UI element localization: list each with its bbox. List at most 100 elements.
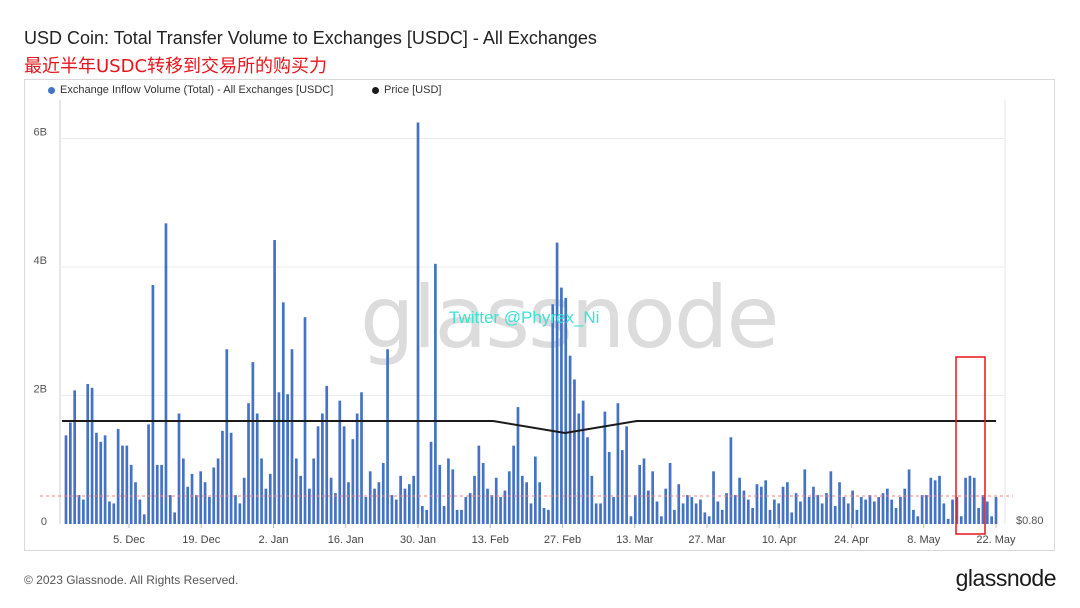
bar[interactable] (299, 475, 303, 524)
bar[interactable] (894, 507, 898, 524)
bar[interactable] (877, 497, 881, 524)
bar[interactable] (547, 509, 550, 524)
bar[interactable] (321, 413, 324, 525)
bar[interactable] (221, 430, 224, 524)
bar[interactable] (525, 482, 528, 524)
bar[interactable] (195, 495, 198, 524)
bar[interactable] (281, 302, 285, 524)
bar[interactable] (555, 242, 559, 524)
bar[interactable] (360, 392, 363, 524)
bar[interactable] (799, 501, 802, 524)
bar[interactable] (255, 413, 259, 525)
bar[interactable] (807, 497, 811, 524)
bar[interactable] (881, 493, 885, 524)
bar[interactable] (464, 497, 468, 524)
bar[interactable] (912, 509, 915, 524)
bar[interactable] (190, 473, 194, 524)
bar[interactable] (286, 394, 289, 524)
bar[interactable] (951, 499, 954, 524)
bar[interactable] (138, 499, 142, 524)
bar[interactable] (351, 439, 355, 524)
bar[interactable] (134, 482, 137, 524)
bar[interactable] (399, 475, 402, 524)
bar[interactable] (868, 495, 872, 524)
bar[interactable] (542, 507, 546, 524)
bar[interactable] (234, 495, 237, 524)
bar[interactable] (790, 512, 794, 524)
bar[interactable] (955, 497, 959, 524)
bar[interactable] (394, 499, 398, 524)
bar[interactable] (69, 422, 72, 525)
bar[interactable] (108, 501, 111, 524)
bar[interactable] (851, 490, 854, 524)
bar[interactable] (90, 387, 94, 524)
bar[interactable] (751, 507, 754, 524)
bar[interactable] (95, 432, 98, 524)
bar[interactable] (733, 495, 737, 524)
bar[interactable] (103, 435, 107, 524)
bar[interactable] (677, 484, 681, 524)
bar[interactable] (64, 435, 68, 524)
bar[interactable] (173, 512, 176, 524)
bar[interactable] (925, 495, 928, 524)
bar[interactable] (520, 475, 524, 524)
bar[interactable] (329, 477, 333, 524)
bar[interactable] (377, 482, 381, 524)
bar[interactable] (308, 488, 311, 524)
bar[interactable] (425, 509, 429, 524)
bar[interactable] (590, 475, 594, 524)
bar[interactable] (633, 495, 637, 524)
bar[interactable] (794, 493, 798, 524)
bar[interactable] (594, 503, 598, 524)
bar[interactable] (225, 349, 229, 524)
bar[interactable] (268, 473, 272, 524)
bar[interactable] (577, 413, 581, 525)
bar[interactable] (916, 516, 920, 524)
bar[interactable] (434, 263, 437, 524)
bar[interactable] (855, 509, 859, 524)
bar[interactable] (990, 516, 993, 524)
bar[interactable] (859, 497, 863, 524)
bar[interactable] (494, 477, 498, 524)
bar[interactable] (920, 495, 924, 524)
bar[interactable] (564, 297, 568, 524)
bar[interactable] (112, 503, 116, 524)
bar[interactable] (612, 497, 615, 524)
bar[interactable] (129, 464, 133, 524)
bar[interactable] (846, 503, 850, 524)
bar[interactable] (933, 480, 937, 524)
bar[interactable] (212, 467, 216, 524)
bar[interactable] (616, 403, 620, 524)
bar[interactable] (238, 503, 242, 524)
bar[interactable] (273, 240, 276, 525)
bar[interactable] (82, 499, 85, 524)
bar[interactable] (177, 413, 181, 525)
bar[interactable] (981, 495, 985, 524)
bar[interactable] (603, 411, 607, 524)
bar[interactable] (833, 506, 837, 524)
bar[interactable] (642, 458, 646, 524)
bar[interactable] (703, 512, 707, 524)
bar[interactable] (716, 501, 720, 524)
bar[interactable] (264, 488, 268, 524)
bar[interactable] (412, 475, 416, 524)
bar[interactable] (964, 477, 967, 524)
bar[interactable] (460, 509, 463, 524)
bar[interactable] (768, 509, 772, 524)
bar[interactable] (573, 379, 576, 524)
bar[interactable] (729, 437, 733, 524)
bar[interactable] (746, 499, 750, 524)
bar[interactable] (499, 497, 502, 524)
bar[interactable] (181, 458, 185, 524)
bar[interactable] (872, 501, 876, 524)
bar[interactable] (664, 488, 668, 524)
bar[interactable] (972, 477, 976, 524)
bar[interactable] (629, 516, 633, 524)
bar[interactable] (73, 390, 77, 524)
bar[interactable] (164, 223, 168, 524)
bar[interactable] (490, 495, 494, 524)
bar[interactable] (486, 488, 489, 524)
bar[interactable] (242, 477, 246, 524)
bar[interactable] (694, 503, 698, 524)
bar[interactable] (620, 450, 624, 524)
